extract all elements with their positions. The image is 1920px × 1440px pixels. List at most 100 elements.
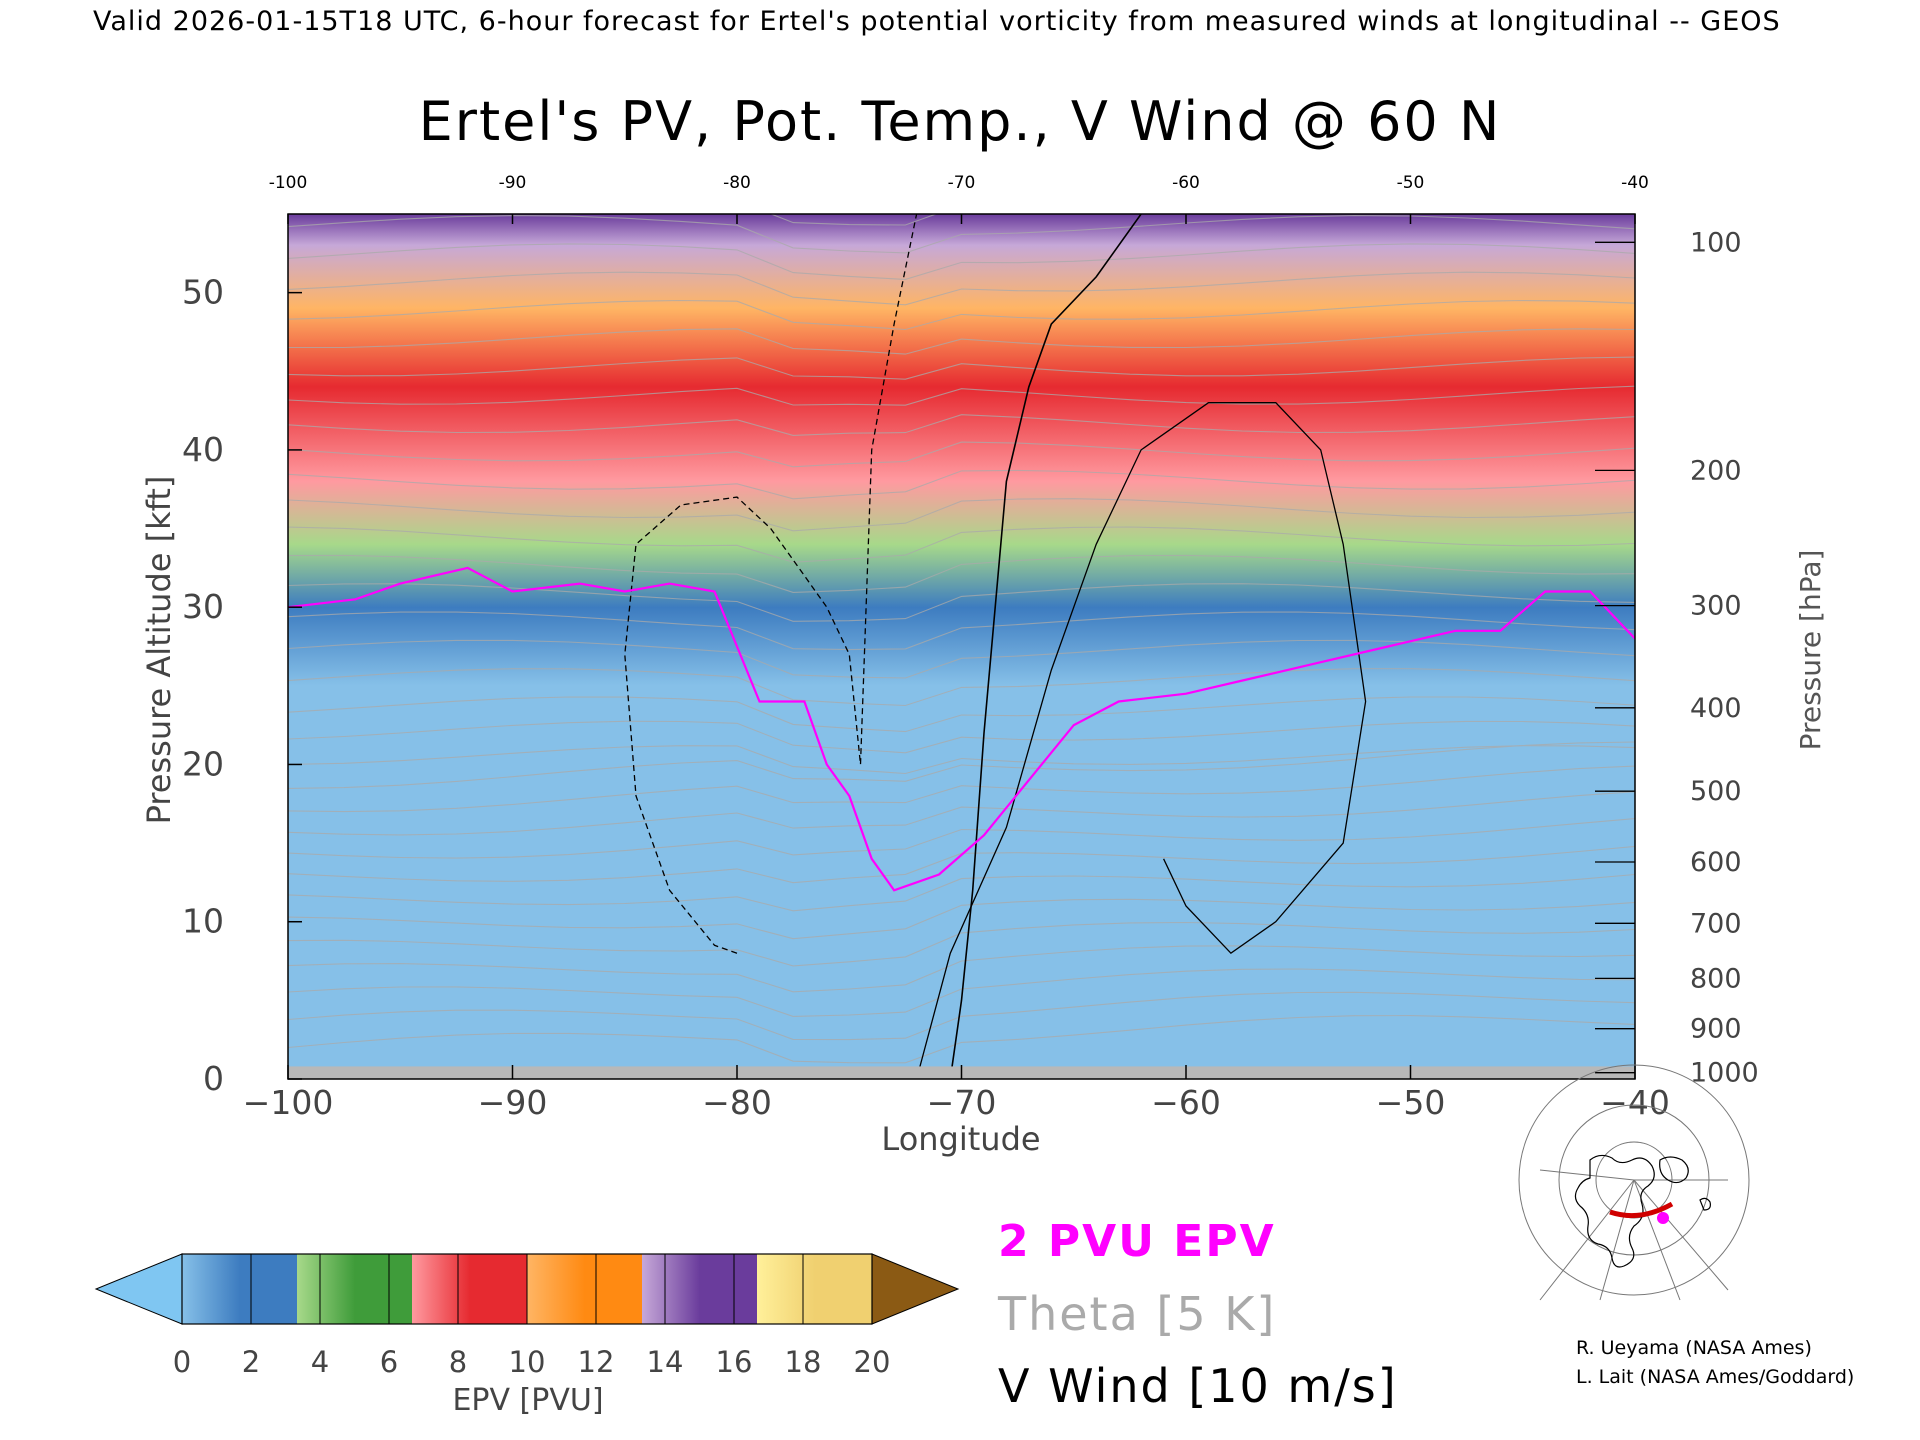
colorbar-tick-label: 6: [380, 1345, 398, 1379]
x-tick-label: −90: [478, 1083, 548, 1122]
theta-line: [288, 945, 1635, 993]
x-tick-label: −80: [702, 1083, 772, 1122]
colorbar-segment: [699, 1254, 758, 1324]
location-marker: [1657, 1212, 1669, 1224]
x-tick-label: −40: [1600, 1083, 1670, 1122]
vwind-contour-minus10: [624, 214, 918, 954]
credit-line-1: R. Ueyama (NASA Ames): [1576, 1337, 1812, 1359]
theta-line: [288, 1015, 1635, 1064]
theta-line: [288, 668, 1635, 707]
map-inset: [1518, 1064, 1750, 1301]
y-tick-label: 50: [182, 273, 224, 312]
theta-line: [288, 299, 1635, 331]
colorbar-label: EPV [PVU]: [452, 1383, 603, 1418]
theta-line: [288, 583, 1635, 622]
theta-line: [288, 745, 1635, 775]
theta-line: [288, 385, 1635, 406]
legend-theta: Theta [5 K]: [997, 1287, 1276, 1341]
valid-time-header: Valid 2026-01-15T18 UTC, 6-hour forecast…: [93, 6, 1781, 37]
colorbar-frame: [181, 1253, 873, 1325]
colorbar-segment: [584, 1254, 643, 1324]
y-tick-label: 20: [182, 744, 224, 783]
theta-contours: [288, 214, 1635, 1064]
x-tick-label-top: -40: [1621, 173, 1649, 193]
colorbar-segment: [527, 1254, 585, 1324]
pressure-tick-label: 200: [1690, 455, 1742, 486]
x-axis-top: -100 -90 -80 -70 -60 -50 -40: [269, 173, 1649, 224]
theta-line: [288, 845, 1635, 884]
vwind-contour-zero: [949, 214, 1142, 1079]
x-axis-bottom: −100 −90 −80 −70 −60 −50 −40: [243, 1065, 1670, 1122]
theta-line: [288, 554, 1635, 593]
colorbar-tick-label: 14: [647, 1345, 684, 1379]
colorbar-segment: [814, 1254, 873, 1324]
theta-line: [288, 611, 1635, 651]
pressure-tick-label: 900: [1690, 1014, 1742, 1045]
colorbar-segment: [239, 1254, 298, 1324]
colorbar-tick-label: 0: [173, 1345, 191, 1379]
pressure-tick-label: 600: [1690, 847, 1742, 878]
theta-line: [288, 720, 1635, 754]
theta-line: [288, 526, 1635, 563]
pressure-tick-label: 700: [1690, 908, 1742, 939]
y-axis-left: 0 10 20 30 40 50: [182, 273, 302, 1098]
x-tick-label-top: -100: [269, 173, 308, 193]
theta-line: [288, 414, 1635, 436]
x-tick-label: −70: [927, 1083, 997, 1122]
y-tick-label: 10: [182, 902, 224, 941]
plot-area: [287, 213, 1636, 1080]
pressure-tick-label: 500: [1690, 776, 1742, 807]
x-tick-label: −50: [1376, 1083, 1446, 1122]
colorbar-segment: [642, 1254, 700, 1324]
theta-line: [288, 469, 1635, 500]
y-tick-label: 0: [203, 1059, 224, 1098]
colorbar-segment: [354, 1254, 413, 1324]
theta-line: [288, 991, 1635, 1041]
colorbar-under-arrow: [94, 1253, 183, 1325]
colorbar-tick-label: 4: [311, 1345, 329, 1379]
x-tick-label-top: -80: [723, 173, 751, 193]
theta-line: [288, 898, 1635, 940]
theta-line: [288, 921, 1635, 967]
y-axis-right: 100 200 300 400 500 600 700 800 900 1000: [1595, 227, 1759, 1089]
pressure-tick-label: 800: [1690, 963, 1742, 994]
y2-axis-label: Pressure [hPa]: [1794, 550, 1827, 751]
colorbar-tick-label: 20: [854, 1345, 891, 1379]
colorbar-segment: [297, 1254, 355, 1324]
y-tick-label: 40: [182, 430, 224, 469]
pv-field: [288, 214, 1635, 1079]
theta-line: [288, 441, 1635, 468]
colorbar-over-arrow: [871, 1253, 960, 1325]
theta-line: [288, 818, 1635, 859]
theta-line: [288, 498, 1635, 532]
x-tick-label-top: -60: [1172, 173, 1200, 193]
theta-line: [288, 765, 1635, 813]
x-tick-label-top: -70: [948, 173, 976, 193]
theta-line: [288, 271, 1635, 306]
colorbar-tick-label: 10: [509, 1345, 546, 1379]
legend-vwind: V Wind [10 m/s]: [998, 1359, 1398, 1413]
theta-line: [288, 696, 1635, 733]
theta-line: [288, 968, 1635, 1017]
continent-outline: [1574, 1154, 1711, 1268]
theta-line: [288, 873, 1635, 912]
colorbar-segment: [412, 1254, 470, 1324]
credit-line-2: L. Lait (NASA Ames/Goddard): [1576, 1366, 1854, 1388]
chart-title: Ertel's PV, Pot. Temp., V Wind @ 60 N: [419, 90, 1502, 153]
colorbar-tick-label: 18: [785, 1345, 822, 1379]
2pvu-tropopause-contour: [288, 566, 1635, 892]
colorbar-tick-label: 16: [716, 1345, 753, 1379]
theta-line: [288, 243, 1635, 280]
y-tick-label: 30: [182, 587, 224, 626]
vwind-contour-plus10: [915, 402, 1367, 1079]
x-tick-label-top: -90: [499, 173, 527, 193]
colorbar-segment: [469, 1254, 528, 1324]
colorbar-segment: [182, 1254, 240, 1324]
legend-pv: 2 PVU EPV: [998, 1216, 1276, 1267]
theta-line: [288, 328, 1635, 355]
x-axis-label: Longitude: [881, 1120, 1040, 1158]
colorbar-segment: [757, 1254, 815, 1324]
pressure-tick-label: 100: [1690, 227, 1742, 258]
x-tick-label-top: -50: [1397, 173, 1425, 193]
